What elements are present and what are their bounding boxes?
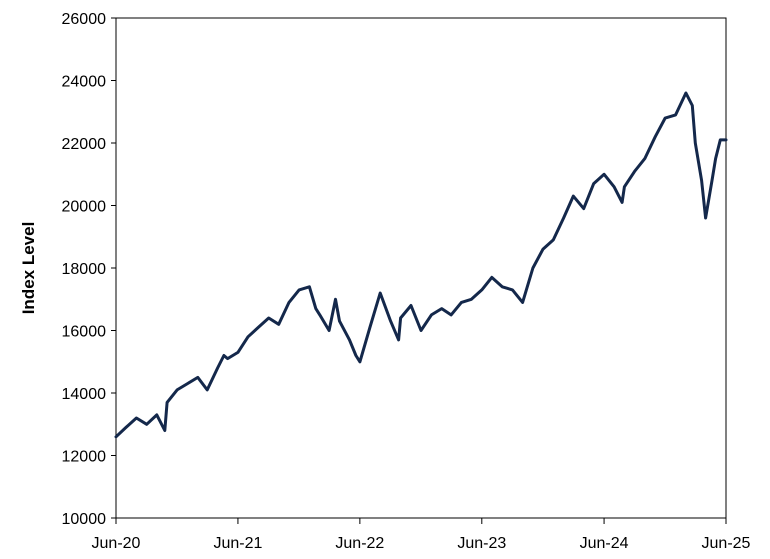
x-tick-label: Jun-23 (457, 535, 506, 552)
series-line (114, 91, 728, 439)
x-tick-label: Jun-21 (213, 535, 262, 552)
y-tick-label: 10000 (62, 511, 107, 528)
y-tick-label: 16000 (62, 324, 107, 341)
y-tick-label: 26000 (62, 11, 107, 28)
x-tick-label: Jun-22 (335, 535, 384, 552)
y-tick-label: 22000 (62, 136, 107, 153)
x-tick-label: Jun-25 (702, 535, 751, 552)
x-tick-label: Jun-20 (92, 535, 141, 552)
plot-area-frame (115, 17, 727, 519)
y-tick-label: 12000 (62, 449, 107, 466)
y-tick-label: 24000 (62, 74, 107, 91)
x-axis: Jun-20 Jun-21 Jun-22 Jun-23 Jun-24 Jun-25 (92, 518, 751, 552)
y-axis-title: Index Level (19, 222, 38, 315)
y-tick-label: 20000 (62, 199, 107, 216)
y-axis: 10000 12000 14000 16000 18000 20000 22000 24000… (62, 11, 116, 528)
x-tick-label: Jun-24 (580, 535, 629, 552)
y-tick-label: 14000 (62, 386, 107, 403)
y-tick-label: 18000 (62, 261, 107, 278)
